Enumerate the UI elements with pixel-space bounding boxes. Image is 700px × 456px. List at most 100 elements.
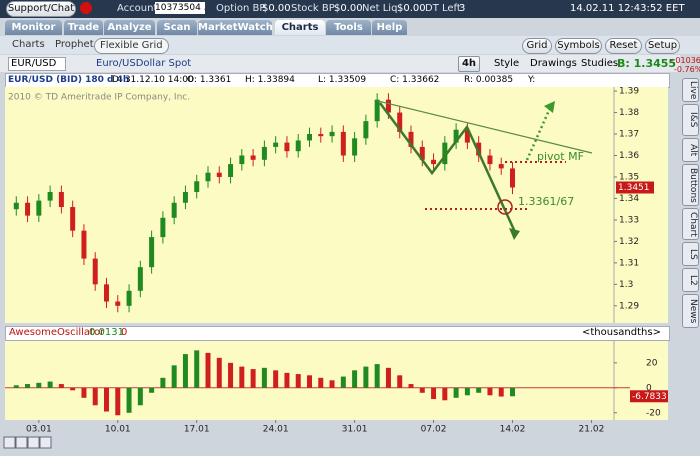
tab[interactable]: MarketWatch xyxy=(198,20,273,35)
study-value: 0.0131 xyxy=(89,327,124,338)
bar xyxy=(149,387,155,393)
candle-body xyxy=(25,202,31,216)
price-panel xyxy=(5,87,668,323)
x-tick-label: 17.01 xyxy=(184,425,210,435)
side-tab[interactable]: I&S xyxy=(682,104,699,136)
tool-icon[interactable] xyxy=(3,436,16,449)
layout-button[interactable]: Reset xyxy=(605,38,642,54)
value: $0.00 xyxy=(397,3,426,14)
subtab[interactable]: Prophet xyxy=(55,39,94,50)
y-tick-label: 1.38 xyxy=(619,108,639,118)
bar xyxy=(329,380,335,388)
tool-icon[interactable] xyxy=(39,436,52,449)
bar xyxy=(239,366,245,388)
side-tab[interactable]: Alt xyxy=(682,138,699,162)
layout-button[interactable]: Symbols xyxy=(555,38,602,54)
study-zero: 0 xyxy=(121,327,128,338)
bar xyxy=(431,387,437,400)
side-tab[interactable]: Chart xyxy=(682,208,699,240)
last-price-label: 1.3451 xyxy=(618,183,650,193)
symbol-input[interactable]: EUR/USD xyxy=(8,57,66,71)
tab[interactable]: Monitor xyxy=(5,20,62,35)
study-units: <thousandths> xyxy=(582,327,661,338)
tab[interactable]: Tools xyxy=(326,20,371,35)
bid: B: 1.3455 xyxy=(617,57,677,70)
aggregation-button[interactable]: 4h xyxy=(458,56,480,72)
bar xyxy=(137,387,143,406)
tab[interactable]: Help xyxy=(372,20,407,35)
side-tab[interactable]: News xyxy=(682,294,699,328)
candle-body xyxy=(216,172,222,177)
bar xyxy=(363,366,369,388)
side-tab[interactable]: Buttons xyxy=(682,164,699,206)
candle-body xyxy=(239,155,245,165)
tool-icon[interactable] xyxy=(27,436,40,449)
layout-button[interactable]: Grid xyxy=(522,38,552,54)
side-tab[interactable]: Live xyxy=(682,78,699,102)
support-button[interactable]: Support/Chat xyxy=(6,1,76,17)
candle-body xyxy=(431,159,437,165)
copyright: 2010 © TD Ameritrade IP Company, Inc. xyxy=(8,93,190,103)
bar xyxy=(307,375,312,388)
alert-icon[interactable] xyxy=(80,2,92,14)
tab[interactable]: Trade xyxy=(64,20,103,35)
arrow-head xyxy=(544,101,555,113)
tab[interactable]: Analyze xyxy=(104,20,155,35)
candle-body xyxy=(70,207,76,231)
candle-body xyxy=(284,142,290,152)
candle-body xyxy=(397,112,403,132)
bar xyxy=(273,370,279,388)
target-circle xyxy=(497,199,513,215)
account-select[interactable]: 10373504 ... xyxy=(155,2,205,14)
tab[interactable]: Charts xyxy=(275,20,325,35)
bar xyxy=(171,365,177,388)
bar xyxy=(464,387,470,396)
y-tick-label: 1.35 xyxy=(619,172,639,182)
subtab[interactable]: Charts xyxy=(12,39,45,50)
symbol-bar: EUR/USD Euro/USDollar Spot 4h Style Draw… xyxy=(0,55,680,72)
x-tick-label: 31.01 xyxy=(342,425,368,435)
candle-body xyxy=(205,172,211,182)
clock: 14.02.11 12:43:52 EET xyxy=(570,3,685,14)
layout-button[interactable]: Setup xyxy=(645,38,680,54)
y-tick-label: 20 xyxy=(646,358,658,368)
x-tick-label: 21.02 xyxy=(579,425,605,435)
candle-body xyxy=(58,192,64,208)
studies-menu[interactable]: Studies xyxy=(581,58,619,69)
info-field: H: 1.33894 xyxy=(245,75,295,85)
candle-body xyxy=(329,131,335,137)
candle-body xyxy=(487,155,493,165)
y-tick-label: 1.3 xyxy=(619,280,633,290)
bar xyxy=(284,372,290,388)
bar xyxy=(36,382,42,388)
drawings-menu[interactable]: Drawings xyxy=(530,58,577,69)
tab[interactable]: Scan xyxy=(157,20,197,35)
bar xyxy=(13,385,19,388)
candle-body xyxy=(464,129,470,143)
bar xyxy=(126,387,132,413)
style-menu[interactable]: Style xyxy=(494,58,520,69)
study-header: AwesomeOscillator 0.0131 0 <thousandths> xyxy=(5,326,670,341)
candle-body xyxy=(250,155,256,160)
candle-body xyxy=(307,134,312,141)
x-tick-label: 03.01 xyxy=(26,425,52,435)
x-tick-label: 24.01 xyxy=(263,425,289,435)
candle-body xyxy=(137,267,143,291)
value: $0.00 xyxy=(334,3,363,14)
bar xyxy=(250,369,256,388)
candles xyxy=(13,93,515,313)
candle-body xyxy=(453,129,459,143)
bar xyxy=(81,387,87,398)
subtab[interactable]: Flexible Grid xyxy=(94,38,169,54)
pattern-line xyxy=(378,102,517,233)
bar xyxy=(510,387,515,397)
candle-body xyxy=(476,142,482,156)
bar xyxy=(487,387,493,396)
y-tick-label: 1.37 xyxy=(619,130,639,140)
bar xyxy=(498,387,504,397)
tool-icon[interactable] xyxy=(15,436,28,449)
bar xyxy=(104,387,109,412)
side-tab[interactable]: LS xyxy=(682,242,699,266)
side-tab[interactable]: L2 xyxy=(682,268,699,292)
candle-body xyxy=(385,99,391,113)
